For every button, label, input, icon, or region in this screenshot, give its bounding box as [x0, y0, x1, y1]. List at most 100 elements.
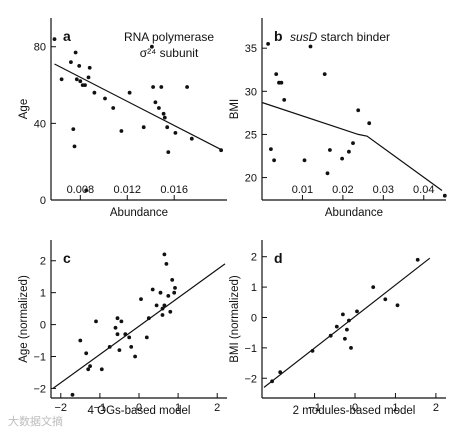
data-point — [113, 325, 118, 330]
x-tick-label: 0.03 — [373, 184, 394, 196]
data-point — [371, 285, 376, 289]
x-tick-label: 0.01 — [292, 184, 313, 196]
data-point — [77, 64, 82, 68]
data-point — [86, 75, 91, 80]
data-point — [310, 349, 315, 353]
x-axis-label: Abundance — [325, 207, 383, 219]
x-tick-label: 0 — [136, 402, 142, 414]
data-point — [272, 158, 276, 163]
data-point — [141, 125, 146, 130]
data-point — [74, 77, 79, 82]
x-tick-label: 0.016 — [160, 184, 188, 196]
fit-line — [263, 257, 431, 388]
panel-title: RNA polymerase — [124, 30, 214, 44]
x-tick-label: 0 — [352, 402, 358, 414]
data-point — [356, 108, 361, 113]
data-point — [144, 335, 149, 340]
data-point — [345, 327, 349, 332]
panel-letter: c — [63, 250, 71, 266]
data-point — [278, 370, 283, 375]
data-point — [269, 147, 273, 152]
data-point — [151, 85, 156, 89]
data-point — [266, 42, 270, 46]
data-point — [166, 294, 171, 298]
y-tick-label: 80 — [34, 42, 46, 54]
data-point — [282, 98, 287, 102]
data-point — [73, 50, 78, 55]
y-tick-label: −2 — [33, 383, 46, 395]
y-tick-label: −1 — [244, 343, 257, 355]
data-point — [107, 345, 112, 349]
x-tick-label: 0.02 — [332, 184, 353, 196]
data-point — [119, 319, 124, 324]
data-point — [146, 316, 151, 321]
x-tick-label: 0.04 — [413, 184, 434, 196]
y-tick-label: 0 — [40, 320, 46, 332]
y-tick-label: 2 — [251, 252, 257, 264]
y-tick-label: 1 — [40, 288, 46, 300]
data-point — [162, 303, 167, 308]
data-point — [164, 262, 169, 266]
data-point — [154, 303, 159, 308]
fit-line — [52, 263, 226, 389]
data-point — [69, 60, 73, 64]
fit-line — [261, 101, 443, 191]
data-point — [334, 324, 339, 329]
data-point — [442, 193, 447, 198]
x-axis-label: 2 modules-based model — [293, 405, 416, 417]
data-point — [150, 287, 155, 292]
y-tick-label: 0 — [40, 195, 46, 207]
data-point — [158, 290, 163, 295]
data-point — [117, 348, 122, 352]
panel-title: susD starch binder — [290, 30, 390, 44]
data-point — [84, 351, 89, 356]
data-point — [395, 303, 400, 308]
data-point — [92, 90, 97, 95]
x-tick-label: −1 — [308, 402, 321, 414]
y-axis-label: BMI (normalized) — [229, 275, 241, 363]
y-tick-label: 35 — [245, 43, 257, 55]
data-point — [84, 188, 89, 193]
data-point — [302, 158, 307, 163]
data-point — [341, 312, 345, 317]
data-point — [70, 392, 75, 397]
data-point — [133, 354, 138, 359]
data-point — [274, 72, 279, 76]
panel-letter: b — [274, 28, 283, 44]
data-point — [270, 379, 274, 384]
y-tick-label: −1 — [33, 352, 46, 364]
data-point — [88, 364, 92, 368]
data-point — [157, 106, 161, 110]
y-tick-label: 2 — [40, 256, 46, 268]
data-point — [127, 90, 132, 95]
y-axis-label: Age — [18, 99, 30, 119]
data-point — [159, 85, 164, 89]
fit-line — [54, 63, 223, 151]
data-point — [150, 44, 154, 49]
data-point — [153, 100, 158, 105]
data-point — [168, 309, 173, 314]
data-point — [349, 346, 353, 350]
data-point — [308, 44, 313, 49]
data-point — [383, 297, 388, 302]
data-point — [78, 79, 83, 84]
x-tick-label: 2 — [433, 402, 439, 414]
panel-letter: d — [274, 250, 283, 266]
data-point — [343, 336, 347, 341]
data-point — [170, 278, 175, 282]
data-point — [279, 80, 284, 85]
watermark-text: 大数据文摘 — [8, 416, 63, 428]
data-point — [189, 136, 194, 141]
data-point — [127, 335, 132, 340]
y-axis-label: BMI — [229, 99, 241, 119]
x-tick-label: 1 — [175, 402, 181, 414]
y-axis-label: Age (normalized) — [18, 275, 30, 363]
data-point — [129, 345, 134, 349]
data-point — [340, 156, 344, 161]
x-tick-label: 0.012 — [114, 184, 142, 196]
y-tick-label: 25 — [245, 129, 257, 141]
panel-title: σ²⁴ subunit — [140, 46, 199, 60]
panel-b: b susD starch binder 20 25 30 35 0.01 0.02 0.03 0… — [229, 18, 447, 219]
data-point — [162, 252, 167, 257]
